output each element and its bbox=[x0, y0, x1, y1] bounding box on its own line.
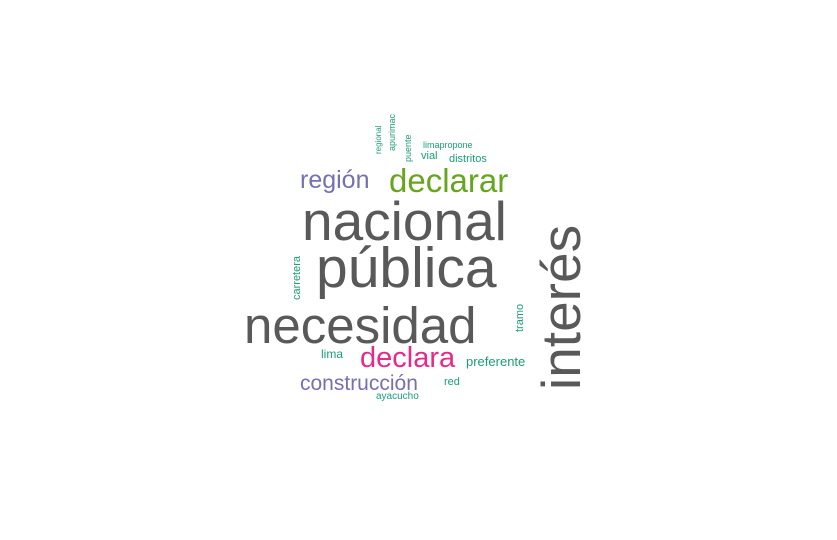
word-construccion: construcción bbox=[300, 372, 418, 395]
word-regional: regional bbox=[374, 125, 383, 154]
word-distritos: distritos bbox=[449, 153, 487, 165]
word-apurimac: apurimac bbox=[387, 113, 397, 151]
word-region: región bbox=[300, 166, 370, 194]
word-red: red bbox=[444, 376, 460, 388]
word-declarar: declarar bbox=[389, 162, 509, 199]
word-nacional: nacional bbox=[302, 190, 507, 252]
word-carretera: carretera bbox=[291, 255, 303, 300]
word-declara: declara bbox=[360, 342, 456, 374]
word-vial: vial bbox=[421, 150, 438, 162]
word-necesidad: necesidad bbox=[244, 297, 477, 354]
word-limapropone: limapropone bbox=[423, 140, 473, 150]
word-tramo: tramo bbox=[514, 303, 526, 332]
word-interes: interés bbox=[530, 224, 592, 390]
word-ayacucho: ayacucho bbox=[376, 391, 419, 402]
word-publica: pública bbox=[316, 236, 497, 300]
word-lima: lima bbox=[321, 347, 344, 361]
word-puente: puente bbox=[403, 134, 413, 162]
word-preferente: preferente bbox=[466, 354, 526, 369]
